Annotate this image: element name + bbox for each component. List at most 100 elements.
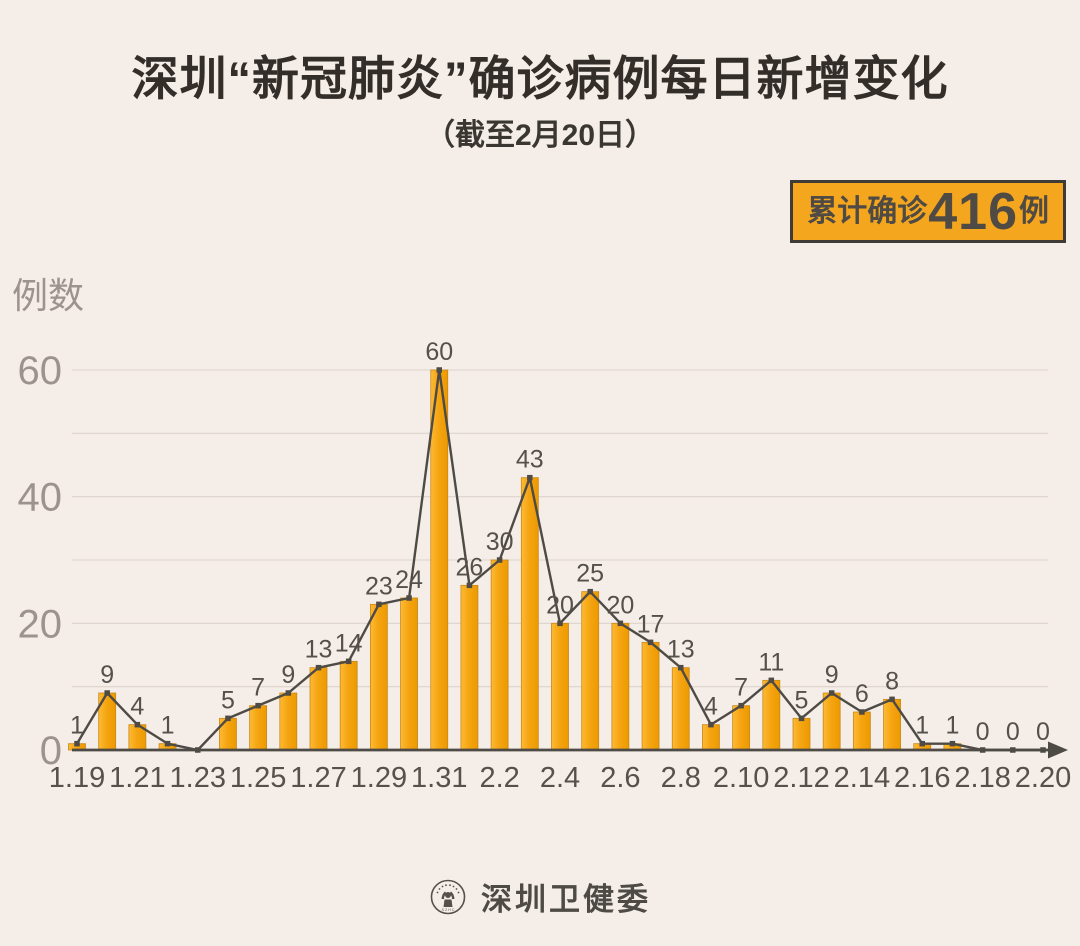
- chart-text: 4: [704, 693, 718, 721]
- bar-1.27: [309, 667, 328, 751]
- chart-text: 13: [667, 636, 695, 664]
- svg-text:S Z H C: S Z H C: [442, 908, 455, 912]
- point-marker-2.16: [919, 740, 925, 747]
- chart-text: 9: [825, 661, 839, 689]
- chart-text: 1.31: [411, 762, 467, 794]
- chart-text: 2.2: [479, 762, 519, 794]
- bar-2.10: [732, 705, 751, 751]
- chart-text: 43: [516, 446, 544, 474]
- chart-text: 7: [734, 674, 748, 702]
- chart-text: 20: [546, 591, 574, 619]
- cumulative-total-badge: 累计确诊 416 例: [790, 180, 1066, 243]
- chart-text: 26: [456, 553, 484, 581]
- page-subtitle: （截至2月20日）: [424, 119, 656, 152]
- point-marker-2.9: [708, 721, 714, 728]
- chart-text: 20: [18, 602, 63, 646]
- point-marker-2.14: [859, 709, 865, 715]
- chart-text: 20: [606, 591, 634, 619]
- point-marker-2.12: [798, 715, 805, 722]
- bar-2.14: [852, 711, 871, 751]
- point-marker-2.17: [949, 740, 956, 747]
- footer: S Z H C 深圳卫健委: [0, 874, 1080, 919]
- footer-org-name: 深圳卫健委: [481, 882, 651, 917]
- chart-text: 1: [915, 712, 929, 740]
- point-marker-2.4: [557, 620, 563, 627]
- point-marker-1.19: [74, 740, 80, 747]
- point-marker-2.8: [678, 664, 684, 671]
- chart-text: 5: [221, 686, 235, 714]
- point-marker-2.15: [889, 696, 895, 703]
- x-axis-arrow: [1048, 741, 1068, 759]
- chart-text: 60: [18, 349, 63, 393]
- chart-text: 9: [100, 661, 114, 689]
- point-marker-1.27: [315, 664, 322, 671]
- chart-text: 0: [1006, 718, 1020, 746]
- chart-text: 2.14: [834, 762, 890, 794]
- point-marker-1.21: [134, 721, 141, 728]
- chart-text: 0: [1036, 718, 1050, 746]
- chart-text: 6: [855, 680, 869, 708]
- chart-text: 1.29: [351, 762, 407, 794]
- point-marker-1.30: [406, 595, 412, 601]
- chart-text: 0: [40, 729, 62, 773]
- chart-text: 7: [251, 674, 265, 702]
- badge-value: 416: [928, 182, 1018, 241]
- point-marker-2.13: [828, 690, 835, 696]
- bar-1.26: [279, 692, 298, 751]
- bar-1.30: [400, 597, 418, 751]
- chart-text: 1: [945, 712, 959, 740]
- chart-text: 23: [365, 572, 393, 600]
- bar-1.28: [339, 660, 358, 751]
- chart-text: 14: [335, 629, 363, 657]
- chart-text: 0: [976, 718, 990, 746]
- chart-text: 30: [486, 528, 514, 556]
- point-marker-1.26: [285, 690, 292, 696]
- chart-text: 13: [305, 636, 333, 664]
- chart-text: 25: [576, 560, 604, 588]
- bar-2.1: [460, 584, 479, 751]
- point-marker-1.25: [255, 702, 261, 709]
- page-title: 深圳“新冠肺炎”确诊病例每日新增变化: [131, 52, 949, 105]
- chart-text: 9: [281, 661, 295, 689]
- point-marker-1.28: [345, 658, 352, 665]
- point-marker-1.22: [164, 740, 171, 747]
- chart-text: 2.12: [773, 762, 829, 794]
- health-commission-seal-icon: S Z H C: [430, 879, 466, 914]
- chart-text: 2.4: [540, 762, 580, 794]
- chart-text: 1.27: [290, 762, 346, 794]
- point-marker-1.31: [436, 367, 442, 373]
- chart-text: 1.21: [109, 762, 165, 794]
- point-marker-1.29: [376, 601, 382, 608]
- chart-text: 4: [130, 693, 144, 721]
- chart-text: 40: [18, 476, 63, 520]
- point-marker-2.6: [617, 620, 624, 627]
- badge-suffix: 例: [1019, 194, 1049, 228]
- chart-text: 1: [70, 712, 84, 740]
- chart-text: 1.23: [170, 762, 226, 794]
- bar-2.5: [581, 591, 600, 751]
- point-marker-2.11: [768, 677, 775, 684]
- chart-text: 例数: [12, 275, 84, 316]
- chart-text: 8: [885, 667, 899, 695]
- bar-2.13: [822, 692, 841, 751]
- bar-2.3: [520, 477, 539, 751]
- chart-text: 2.10: [713, 762, 769, 794]
- bar-2.6: [611, 622, 630, 751]
- point-marker-2.7: [647, 639, 654, 646]
- chart-text: 1: [161, 712, 175, 740]
- point-marker-2.5: [587, 588, 593, 595]
- chart-text: 2.16: [894, 762, 950, 794]
- chart-text: 2.18: [954, 762, 1010, 794]
- bar-2.12: [792, 717, 811, 751]
- chart-text: 5: [795, 686, 809, 714]
- bar-1.29: [369, 603, 388, 751]
- bar-2.2: [490, 559, 509, 751]
- badge-label: 累计确诊: [807, 194, 928, 228]
- bar-2.9: [702, 724, 720, 751]
- chart-text: 1.25: [230, 762, 286, 794]
- point-marker-2.10: [738, 702, 744, 709]
- point-marker-2.2: [496, 557, 503, 563]
- chart-text: 60: [425, 338, 453, 366]
- chart-text: 2.6: [600, 762, 640, 794]
